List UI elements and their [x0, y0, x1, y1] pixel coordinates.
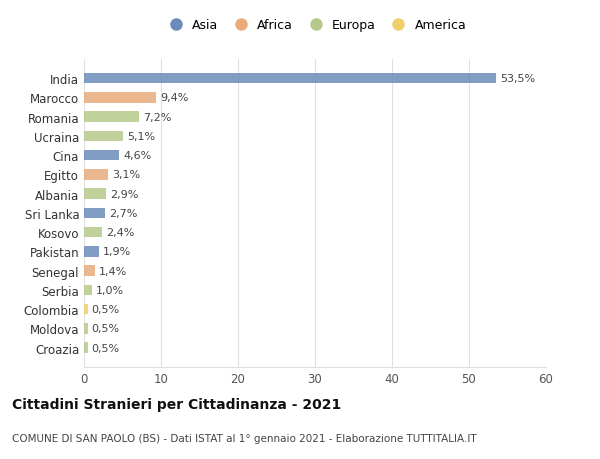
- Bar: [84, 189, 106, 200]
- Text: COMUNE DI SAN PAOLO (BS) - Dati ISTAT al 1° gennaio 2021 - Elaborazione TUTTITAL: COMUNE DI SAN PAOLO (BS) - Dati ISTAT al…: [12, 433, 476, 442]
- Text: 4,6%: 4,6%: [123, 151, 152, 161]
- Bar: [84, 112, 139, 123]
- Text: 2,9%: 2,9%: [110, 189, 139, 199]
- Text: 53,5%: 53,5%: [500, 74, 535, 84]
- Bar: [84, 151, 119, 161]
- Text: 1,9%: 1,9%: [103, 247, 131, 257]
- Bar: [84, 285, 92, 296]
- Text: 0,5%: 0,5%: [92, 304, 120, 314]
- Bar: [84, 227, 103, 238]
- Text: 0,5%: 0,5%: [92, 343, 120, 353]
- Text: 1,0%: 1,0%: [95, 285, 124, 295]
- Text: 7,2%: 7,2%: [143, 112, 172, 123]
- Text: 9,4%: 9,4%: [160, 93, 188, 103]
- Bar: [84, 131, 123, 142]
- Text: 0,5%: 0,5%: [92, 324, 120, 334]
- Bar: [84, 73, 496, 84]
- Bar: [84, 208, 105, 219]
- Bar: [84, 343, 88, 353]
- Bar: [84, 170, 108, 180]
- Text: 1,4%: 1,4%: [98, 266, 127, 276]
- Text: 3,1%: 3,1%: [112, 170, 140, 180]
- Bar: [84, 93, 157, 103]
- Bar: [84, 266, 95, 276]
- Bar: [84, 304, 88, 315]
- Text: Cittadini Stranieri per Cittadinanza - 2021: Cittadini Stranieri per Cittadinanza - 2…: [12, 397, 341, 412]
- Text: 5,1%: 5,1%: [127, 132, 155, 141]
- Bar: [84, 246, 98, 257]
- Bar: [84, 324, 88, 334]
- Legend: Asia, Africa, Europa, America: Asia, Africa, Europa, America: [161, 17, 469, 35]
- Text: 2,7%: 2,7%: [109, 208, 137, 218]
- Text: 2,4%: 2,4%: [106, 228, 135, 238]
